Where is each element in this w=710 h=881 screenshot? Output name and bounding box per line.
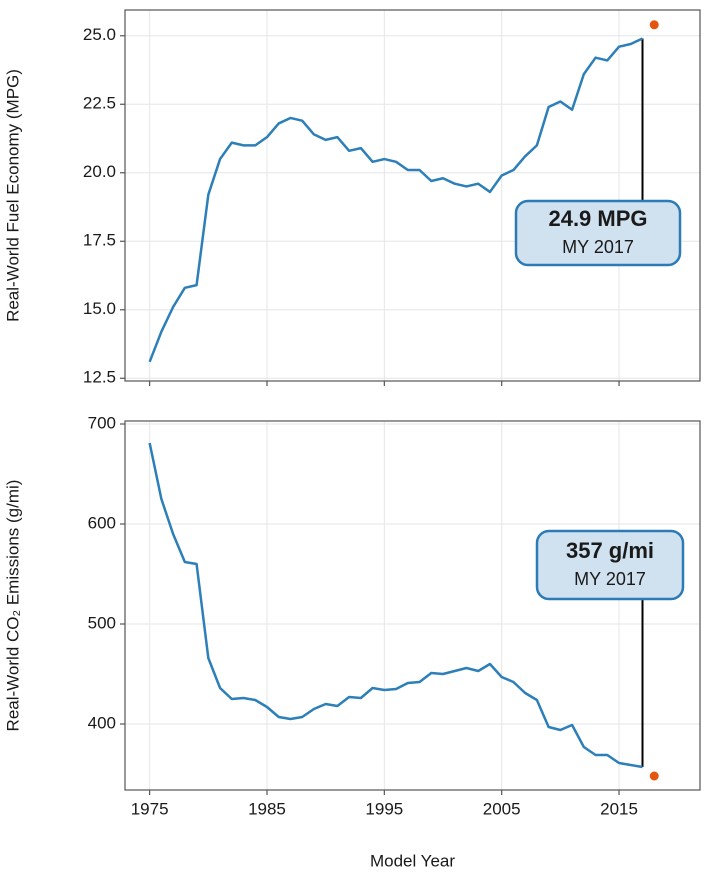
annotation-box: [535, 529, 685, 601]
y-tick-label: 600: [88, 513, 116, 532]
y-tick-label: 25.0: [83, 25, 116, 44]
x-tick-label: 2005: [483, 799, 521, 818]
y-axis-label: Real-World Fuel Economy (MPG): [3, 69, 22, 322]
y-tick-label: 400: [88, 713, 116, 732]
highlight-point: [649, 771, 659, 781]
annotation-subtitle: MY 2017: [574, 569, 646, 589]
y-tick-label: 700: [88, 413, 116, 432]
x-tick-label: 1995: [365, 799, 403, 818]
x-tick-label: 1975: [131, 799, 169, 818]
annotation-title: 357 g/mi: [566, 538, 654, 563]
annotation-box: [514, 199, 682, 267]
annotation-title: 24.9 MPG: [548, 206, 647, 231]
y-tick-label: 20.0: [83, 162, 116, 181]
data-line: [148, 37, 644, 363]
y-tick-label: 500: [88, 613, 116, 632]
data-line: [148, 442, 643, 769]
x-tick-label: 1985: [248, 799, 286, 818]
x-axis-label: Model Year: [370, 851, 455, 870]
y-axis-label: Real-World CO₂ Emissions (g/mi): [3, 480, 22, 732]
panel-frame: [124, 9, 701, 382]
annotation-subtitle: MY 2017: [562, 237, 634, 257]
y-tick-label: 17.5: [83, 231, 116, 250]
highlight-point: [649, 20, 659, 30]
y-tick-label: 12.5: [83, 368, 116, 387]
y-tick-label: 15.0: [83, 299, 116, 318]
y-tick-label: 22.5: [83, 94, 116, 113]
x-tick-label: 2015: [600, 799, 638, 818]
panel-frame: [124, 420, 701, 791]
